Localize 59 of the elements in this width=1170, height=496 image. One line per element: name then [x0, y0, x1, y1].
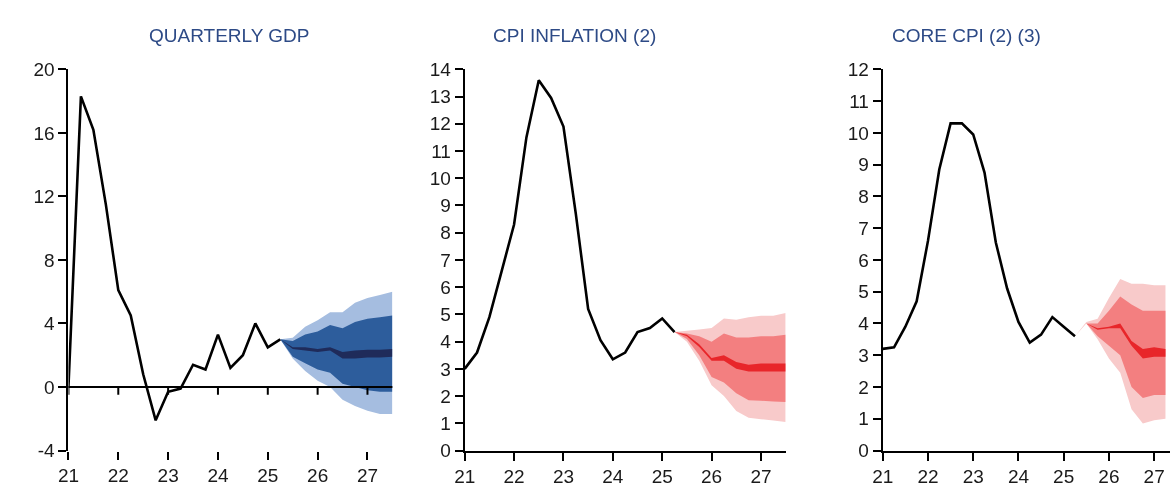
y-tick-label: 1	[858, 408, 869, 430]
y-tick-label: 4	[44, 313, 56, 335]
y-tick-label: 16	[33, 122, 55, 144]
y-tick-label: 0	[858, 440, 869, 462]
y-tick-label: 11	[849, 90, 869, 112]
y-tick-label: 4	[858, 313, 870, 335]
y-tick-label: 6	[858, 249, 869, 271]
y-tick-label: 12	[847, 59, 869, 81]
x-tick-label: 22	[107, 465, 129, 487]
y-tick-label: 9	[440, 195, 451, 217]
y-tick-label: 10	[847, 122, 869, 144]
y-tick-label: 6	[440, 276, 451, 298]
x-tick-label: 21	[57, 465, 80, 487]
chart-title: QUARTERLY GDP	[149, 25, 310, 46]
x-tick-label: 26	[701, 466, 723, 488]
x-tick-label: 24	[1007, 466, 1030, 488]
y-tick-label: 20	[33, 59, 55, 81]
x-tick-label: 23	[962, 466, 984, 488]
y-tick-label: 8	[440, 222, 451, 244]
y-tick-label: 10	[429, 167, 451, 189]
y-tick-label: 8	[858, 186, 869, 208]
y-tick-label: 5	[858, 281, 869, 303]
y-tick-label: 1	[440, 412, 451, 434]
y-tick-label: 12	[33, 186, 55, 208]
y-tick-label: 3	[440, 358, 451, 380]
x-tick-label: 26	[1098, 466, 1120, 488]
y-tick-label: 7	[858, 217, 869, 239]
x-tick-label: 24	[207, 465, 229, 487]
x-tick-label: 22	[917, 466, 939, 488]
y-tick-label: 7	[440, 249, 451, 271]
x-tick-label: 27	[750, 466, 772, 488]
x-tick-label: 21	[872, 466, 894, 488]
x-tick-label: 26	[307, 465, 329, 487]
x-tick-label: 27	[1143, 466, 1165, 488]
y-tick-label: 5	[440, 304, 451, 326]
y-tick-label: 0	[440, 440, 451, 462]
y-tick-label: 14	[429, 59, 452, 81]
chart-title: CPI INFLATION (2)	[493, 25, 657, 46]
x-tick-label: 23	[157, 465, 179, 487]
x-tick-label: 22	[503, 466, 525, 488]
y-tick-label: -4	[37, 440, 56, 462]
y-tick-label: 12	[429, 113, 451, 135]
y-tick-label: 3	[858, 344, 869, 366]
chart-title: CORE CPI (2) (3)	[892, 25, 1041, 46]
x-tick-label: 25	[257, 465, 279, 487]
y-tick-label: 13	[429, 86, 451, 108]
x-tick-label: 25	[1053, 466, 1075, 488]
x-tick-label: 21	[454, 466, 476, 488]
y-tick-label: 11	[431, 140, 451, 162]
x-tick-label: 24	[602, 466, 624, 488]
y-tick-label: 8	[44, 249, 55, 271]
x-tick-label: 23	[552, 466, 575, 488]
y-tick-label: 2	[440, 385, 451, 407]
y-tick-label: 4	[440, 331, 452, 353]
x-tick-label: 27	[356, 465, 379, 487]
x-tick-label: 25	[651, 466, 673, 488]
y-tick-label: 0	[44, 376, 55, 398]
y-tick-label: 2	[858, 376, 869, 398]
y-tick-label: 9	[858, 154, 869, 176]
